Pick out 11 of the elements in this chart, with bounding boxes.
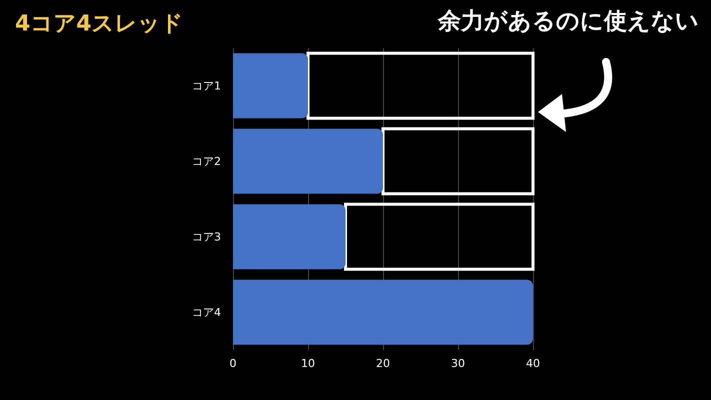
y-tick-label: コア2 (192, 154, 221, 168)
text: 余力があるのに使えない (437, 8, 699, 34)
chart-title: 4コア4スレッド (15, 12, 184, 36)
y-tick-label: コア1 (192, 79, 221, 92)
x-tick-label: 30 (451, 357, 465, 370)
x-tick-label: 40 (526, 357, 540, 370)
y-tick-label: コア4 (192, 306, 221, 319)
x-tick-label: 20 (376, 357, 390, 370)
x-tick-label: 0 (230, 357, 236, 370)
x-tick-label: 10 (301, 357, 315, 370)
y-tick-label: コア3 (192, 230, 221, 244)
